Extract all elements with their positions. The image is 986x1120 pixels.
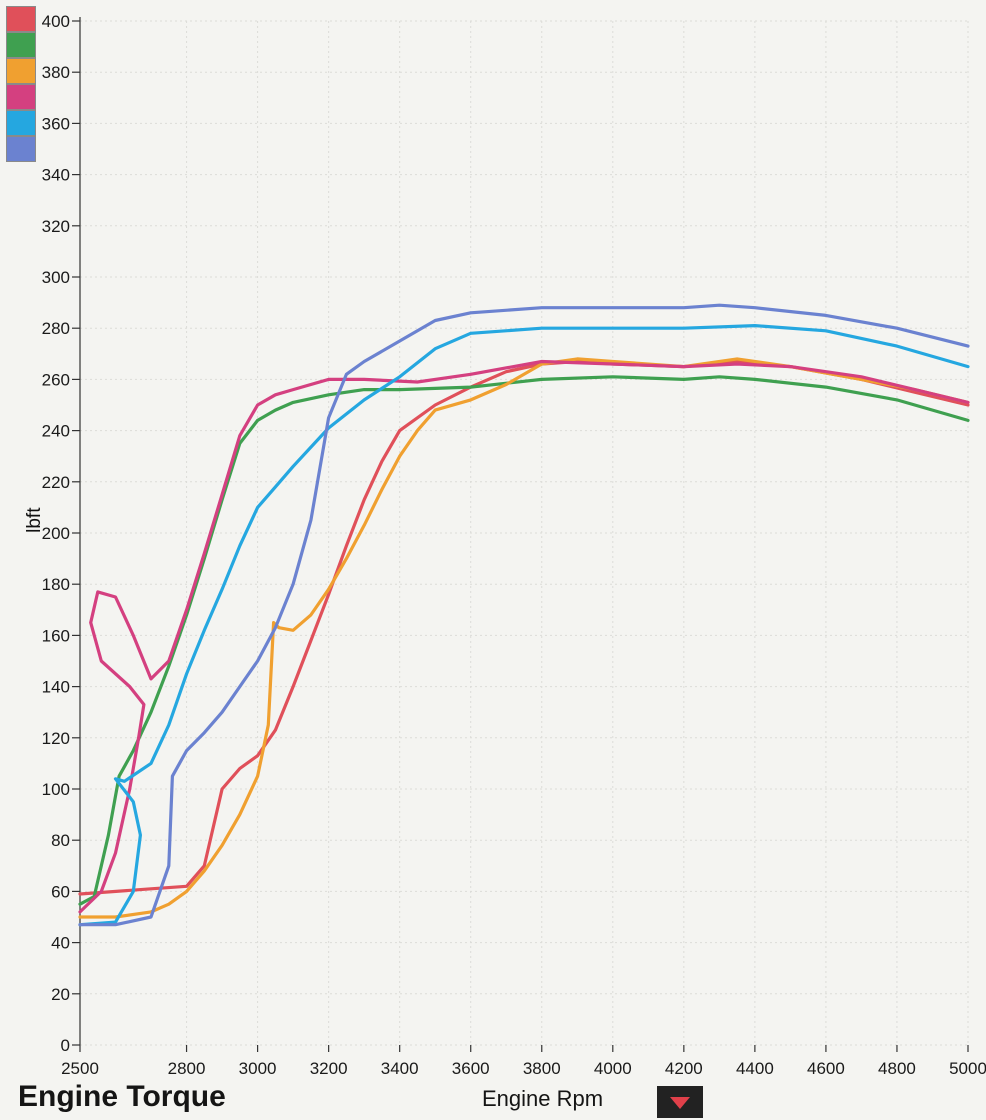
y-tick-label: 160 bbox=[42, 626, 70, 645]
series-4 bbox=[78, 359, 970, 914]
y-tick-label: 140 bbox=[42, 678, 70, 697]
y-tick-label: 280 bbox=[42, 319, 70, 338]
y-tick-label: 40 bbox=[51, 934, 70, 953]
y-tick-label: 340 bbox=[42, 166, 70, 185]
grid bbox=[79, 20, 969, 1046]
series-6 bbox=[78, 303, 970, 927]
x-tick-label: 3800 bbox=[523, 1059, 561, 1078]
y-tick-label: 180 bbox=[42, 575, 70, 594]
x-axis-title: Engine Rpm bbox=[482, 1086, 604, 1111]
x-tick-label: 4000 bbox=[594, 1059, 632, 1078]
x-tick-label: 2500 bbox=[61, 1059, 99, 1078]
y-tick-label: 120 bbox=[42, 729, 70, 748]
legend-swatch-2[interactable] bbox=[6, 32, 36, 58]
x-tick-label: 2800 bbox=[168, 1059, 206, 1078]
legend-swatches bbox=[6, 6, 36, 162]
y-tick-label: 80 bbox=[51, 831, 70, 850]
legend-swatch-5[interactable] bbox=[6, 110, 36, 136]
x-tick-label: 3200 bbox=[310, 1059, 348, 1078]
series-1-line bbox=[78, 359, 970, 896]
series-6-line bbox=[78, 303, 970, 927]
y-tick-label: 200 bbox=[42, 524, 70, 543]
y-tick-label: 400 bbox=[42, 12, 70, 31]
y-tick-label: 360 bbox=[42, 114, 70, 133]
x-tick-label: 4600 bbox=[807, 1059, 845, 1078]
x-tick-label: 4800 bbox=[878, 1059, 916, 1078]
x-tick-label: 4200 bbox=[665, 1059, 703, 1078]
y-tick-label: 20 bbox=[51, 985, 70, 1004]
y-axis-title: lbft bbox=[24, 507, 45, 533]
series-1 bbox=[78, 359, 970, 896]
y-tick-label: 100 bbox=[42, 780, 70, 799]
chart-title: Engine Torque bbox=[18, 1080, 226, 1113]
series-5 bbox=[78, 324, 970, 927]
y-tick-label: 60 bbox=[51, 882, 70, 901]
x-tick-label: 5000 bbox=[949, 1059, 986, 1078]
y-tick-label: 380 bbox=[42, 63, 70, 82]
y-tick-label: 260 bbox=[42, 370, 70, 389]
x-tick-label: 3600 bbox=[452, 1059, 490, 1078]
x-tick-label: 3400 bbox=[381, 1059, 419, 1078]
x-tick-label: 3000 bbox=[239, 1059, 277, 1078]
x-axis-dropdown-button[interactable] bbox=[657, 1086, 703, 1118]
x-tick-label: 4400 bbox=[736, 1059, 774, 1078]
y-tick-label: 220 bbox=[42, 473, 70, 492]
series-5-line bbox=[78, 324, 970, 927]
y-tick-label: 0 bbox=[61, 1036, 70, 1055]
y-tick-label: 320 bbox=[42, 217, 70, 236]
legend-swatch-1[interactable] bbox=[6, 6, 36, 32]
series-4-line bbox=[78, 359, 970, 914]
legend-swatch-6[interactable] bbox=[6, 136, 36, 162]
y-tick-label: 300 bbox=[42, 268, 70, 287]
legend-swatch-4[interactable] bbox=[6, 84, 36, 110]
y-tick-label: 240 bbox=[42, 422, 70, 441]
legend-swatch-3[interactable] bbox=[6, 58, 36, 84]
triangle-down-icon bbox=[670, 1097, 690, 1109]
